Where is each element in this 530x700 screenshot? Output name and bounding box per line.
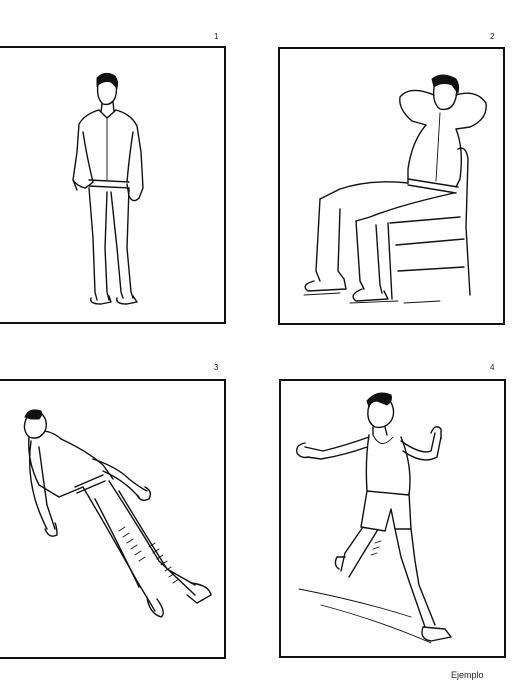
running-man-icon <box>295 392 452 644</box>
panel-number-2: 2 <box>490 32 495 41</box>
panel-number-4: 4 <box>490 363 495 372</box>
seated-man-icon <box>303 74 487 304</box>
panel-number-3: 3 <box>214 363 219 372</box>
caption-example: Ejemplo <box>451 670 484 680</box>
lying-man-icon <box>23 409 212 618</box>
panel-2 <box>278 47 505 325</box>
panel-4 <box>279 379 506 658</box>
panel-3 <box>0 379 226 659</box>
standing-man-icon <box>72 72 144 305</box>
panel-1 <box>0 46 226 324</box>
panel-number-1: 1 <box>214 32 219 41</box>
